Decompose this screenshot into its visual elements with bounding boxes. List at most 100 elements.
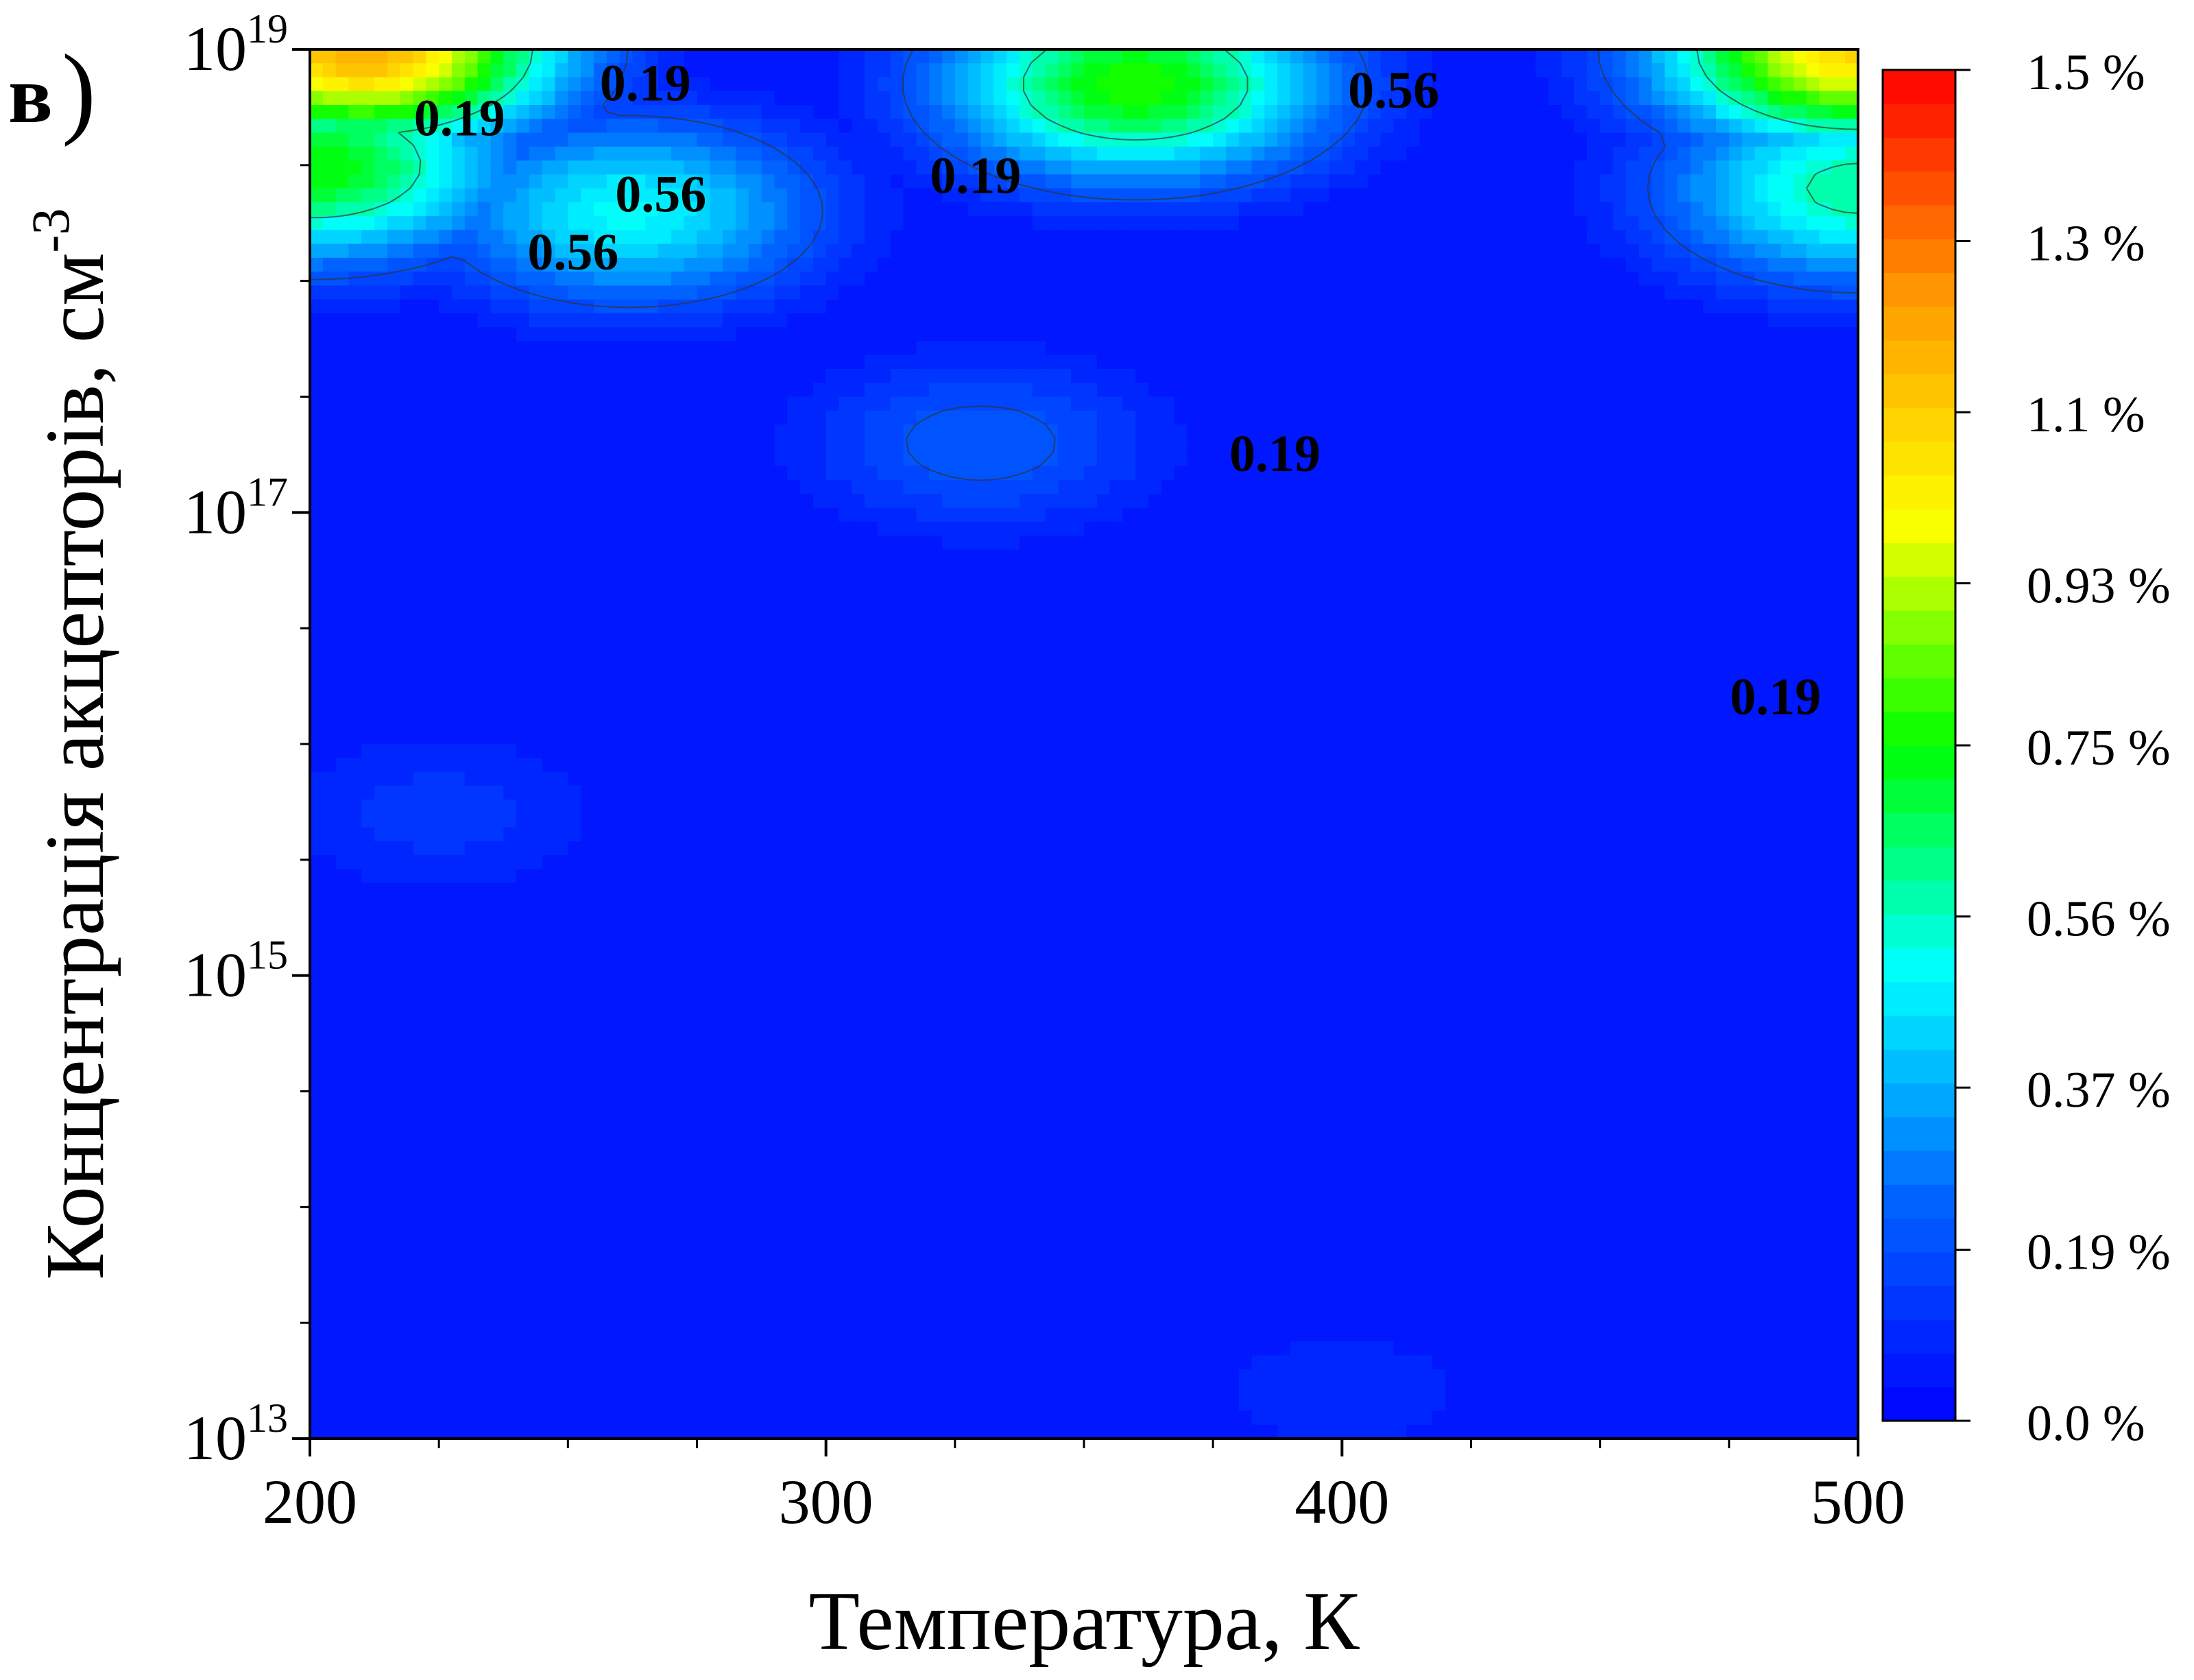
heat-cell [529,77,543,92]
heat-cell [787,299,801,314]
heat-cell [1200,396,1214,411]
heat-cell [1664,243,1678,259]
heat-cell [1342,132,1355,147]
heat-cell [310,230,324,245]
heat-cell [529,577,543,592]
heat-cell [348,285,363,300]
heat-cell [1303,202,1317,217]
heat-cell [490,549,505,564]
heat-cell [1458,424,1472,440]
heat-cell [1793,63,1807,78]
heat-cell [980,577,995,592]
heat-cell [877,438,891,453]
heat-cell [1187,410,1201,425]
heat-cell [1522,299,1536,314]
heat-cell [812,591,827,606]
heat-cell [1251,410,1266,425]
heat-cell [645,341,659,356]
heat-cell [1096,105,1111,120]
heat-cell [774,577,788,592]
heat-cell [1445,410,1459,425]
heat-cell [1561,285,1575,300]
heat-cell [1303,563,1317,578]
heat-cell [439,202,453,217]
heat-cell [335,243,350,259]
heat-cell [1703,299,1717,314]
heat-cell [361,174,375,189]
heat-cell [413,452,427,467]
heat-cell [1677,49,1691,64]
heat-cell [1148,341,1162,356]
heat-cell [1509,466,1523,481]
heat-cell [490,285,505,300]
heat-cell [1664,202,1678,217]
heat-cell [1303,63,1317,78]
heat-cell [1445,77,1459,92]
heat-cell [1716,396,1730,411]
heat-cell [1406,536,1421,551]
heat-cell [400,146,414,161]
heat-cell [1639,536,1652,551]
heat-cell [477,577,492,592]
heat-cell [568,77,581,92]
heat-cell [1445,438,1459,453]
heat-cell [1174,243,1188,259]
heat-cell [1393,605,1408,620]
heat-cell [865,91,878,106]
heat-cell [1781,313,1794,328]
heat-cell [1484,146,1497,161]
heat-cell [684,410,698,425]
heat-cell [865,160,878,176]
heat-cell [1806,396,1820,411]
heat-cell [1716,313,1730,328]
heat-cell [748,577,762,592]
heat-cell [1768,521,1781,536]
heat-cell [1200,619,1214,634]
heat-cell [503,438,517,453]
heat-cell [839,146,853,161]
heat-cell [568,202,581,217]
heat-cell [1406,549,1421,564]
heat-cell [1316,77,1330,92]
heat-cell [929,521,943,536]
heat-cell [723,494,736,509]
heat-cell [1728,438,1743,453]
heat-cell [1755,507,1769,523]
heat-cell [1380,202,1395,217]
heat-cell [619,257,634,272]
heat-cell [1393,494,1408,509]
heat-cell [426,49,439,64]
heat-cell [1329,452,1343,467]
heat-cell [1303,188,1317,203]
heat-cell [865,494,878,509]
heat-cell [1535,327,1550,342]
heat-cell [1161,257,1175,272]
heat-cell [812,424,827,440]
heat-cell [1329,355,1343,370]
heat-cell [1626,480,1639,495]
heat-cell [1290,507,1304,523]
heat-cell [413,188,427,203]
heat-cell [1045,549,1059,564]
heat-cell [1174,410,1188,425]
heat-cell [942,383,956,398]
heat-cell [1509,119,1523,134]
heat-cell [735,132,749,147]
heat-cell [1277,216,1291,231]
heat-cell [761,438,775,453]
heat-cell [1096,299,1111,314]
heat-cell [1458,272,1472,287]
heat-cell [980,132,995,147]
heat-cell [1716,494,1730,509]
heat-cell [593,494,607,509]
heat-cell [632,494,647,509]
heat-cell [942,105,956,120]
heat-cell [710,577,723,592]
heat-cell [812,410,827,425]
heat-cell [1303,327,1317,342]
heat-cell [852,549,865,564]
heat-cell [1522,146,1536,161]
heat-cell [1690,368,1704,384]
heat-cell [593,63,607,78]
heat-cell [1251,174,1266,189]
